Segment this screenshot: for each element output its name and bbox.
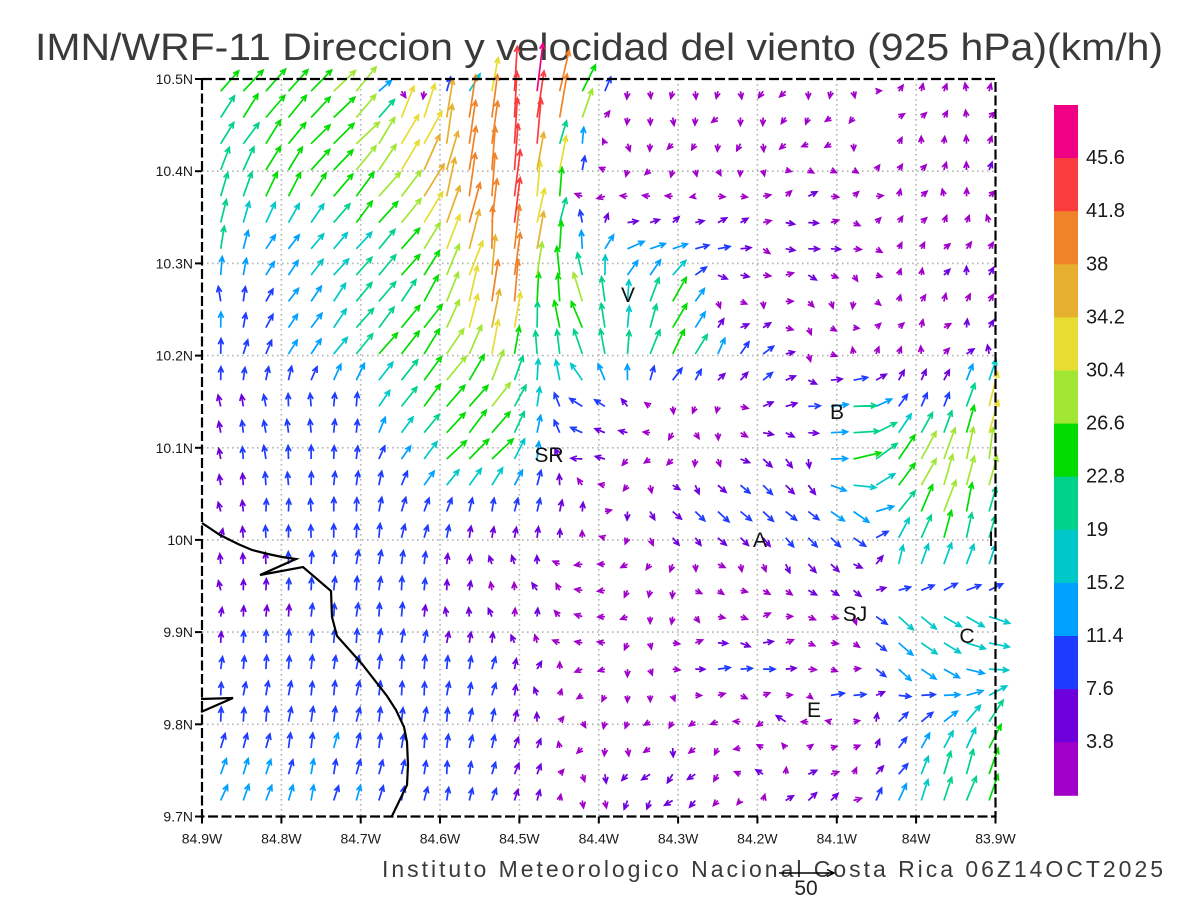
svg-text:10N: 10N xyxy=(167,532,193,548)
svg-text:84.4W: 84.4W xyxy=(579,831,620,847)
svg-text:B: B xyxy=(830,401,844,424)
svg-text:84.2W: 84.2W xyxy=(737,831,778,847)
svg-text:10.5N: 10.5N xyxy=(156,71,193,87)
svg-text:84.7W: 84.7W xyxy=(340,831,381,847)
svg-text:22.8: 22.8 xyxy=(1086,466,1125,488)
svg-text:A: A xyxy=(753,529,767,552)
svg-text:84.9W: 84.9W xyxy=(182,831,223,847)
svg-text:3.8: 3.8 xyxy=(1086,731,1114,753)
svg-text:9.8N: 9.8N xyxy=(163,716,193,732)
svg-text:50: 50 xyxy=(794,877,817,900)
svg-text:11.4: 11.4 xyxy=(1086,625,1123,647)
svg-text:15.2: 15.2 xyxy=(1086,572,1125,594)
svg-text:84.3W: 84.3W xyxy=(658,831,699,847)
svg-text:10.2N: 10.2N xyxy=(156,348,193,364)
svg-text:10.3N: 10.3N xyxy=(156,255,193,271)
svg-text:10.1N: 10.1N xyxy=(156,440,193,456)
svg-text:Instituto Meteorologico Nacion: Instituto Meteorologico Nacional Costa R… xyxy=(382,856,1163,882)
svg-text:I: I xyxy=(988,528,994,551)
svg-text:9.9N: 9.9N xyxy=(163,624,193,640)
svg-text:26.6: 26.6 xyxy=(1086,413,1125,435)
svg-text:30.4: 30.4 xyxy=(1086,360,1125,382)
svg-text:84.6W: 84.6W xyxy=(420,831,461,847)
svg-text:C: C xyxy=(959,625,974,648)
svg-text:7.6: 7.6 xyxy=(1086,678,1114,700)
svg-text:34.2: 34.2 xyxy=(1086,306,1125,328)
svg-text:V: V xyxy=(621,284,635,307)
svg-text:19: 19 xyxy=(1086,519,1108,541)
svg-text:83.9W: 83.9W xyxy=(975,831,1016,847)
svg-text:41.8: 41.8 xyxy=(1086,200,1125,222)
svg-text:E: E xyxy=(807,699,821,722)
svg-text:IMN/WRF-11 Direccion y velocid: IMN/WRF-11 Direccion y velocidad del vie… xyxy=(35,27,1163,69)
svg-text:38: 38 xyxy=(1086,253,1108,275)
svg-text:SJ: SJ xyxy=(843,603,868,626)
svg-text:84.1W: 84.1W xyxy=(817,831,858,847)
svg-text:84.8W: 84.8W xyxy=(261,831,302,847)
svg-text:SR: SR xyxy=(534,444,563,467)
svg-text:45.6: 45.6 xyxy=(1086,147,1125,169)
svg-text:84W: 84W xyxy=(902,831,932,847)
svg-text:84.5W: 84.5W xyxy=(499,831,540,847)
svg-text:10.4N: 10.4N xyxy=(156,163,193,179)
svg-text:9.7N: 9.7N xyxy=(163,809,193,825)
